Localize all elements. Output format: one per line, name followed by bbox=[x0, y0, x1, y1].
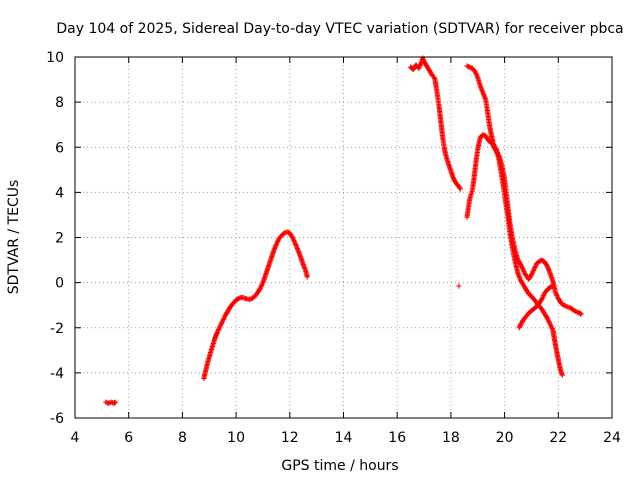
data-point bbox=[457, 186, 463, 192]
x-tick-label: 6 bbox=[124, 430, 133, 446]
y-tick-label: 4 bbox=[55, 185, 64, 201]
data-point bbox=[456, 283, 462, 289]
data-point bbox=[578, 311, 584, 317]
series-track-evening-d bbox=[516, 283, 556, 331]
y-tick-label: 6 bbox=[55, 140, 64, 156]
series-track-midday bbox=[201, 229, 310, 382]
data-point bbox=[493, 145, 499, 151]
grid bbox=[75, 57, 612, 418]
data-point bbox=[577, 311, 584, 317]
data-point bbox=[550, 283, 556, 289]
x-tick-label: 16 bbox=[388, 430, 406, 446]
y-axis-label: SDTVAR / TECUs bbox=[6, 180, 22, 295]
series-track-evening-c bbox=[464, 132, 565, 378]
x-axis-label: GPS time / hours bbox=[281, 458, 398, 474]
y-tick-label: -2 bbox=[50, 321, 64, 337]
series-track-evening-b bbox=[464, 63, 584, 317]
data-point bbox=[112, 400, 118, 406]
x-tick-label: 12 bbox=[281, 430, 299, 446]
data-point bbox=[431, 74, 437, 80]
data-point bbox=[304, 274, 310, 280]
y-tick-label: 10 bbox=[46, 50, 64, 66]
plot-frame bbox=[74, 56, 613, 419]
data-point bbox=[559, 372, 565, 378]
y-tick-label: -4 bbox=[50, 366, 64, 382]
series-track-evening-a bbox=[408, 55, 463, 192]
x-tick-label: 10 bbox=[227, 430, 245, 446]
series-outlier bbox=[456, 283, 462, 289]
x-tick-label: 8 bbox=[178, 430, 187, 446]
y-tick-label: 0 bbox=[55, 276, 64, 292]
x-tick-label: 4 bbox=[71, 430, 80, 446]
y-tick-label: 2 bbox=[55, 231, 64, 247]
y-tick-label: -6 bbox=[50, 411, 64, 427]
x-tick-label: 20 bbox=[496, 430, 514, 446]
series-track-early bbox=[103, 399, 118, 406]
data-points bbox=[103, 55, 584, 406]
y-tick-label: 8 bbox=[55, 95, 64, 111]
x-tick-label: 22 bbox=[549, 430, 567, 446]
data-point bbox=[112, 399, 118, 405]
x-tick-label: 18 bbox=[442, 430, 460, 446]
chart-title: Day 104 of 2025, Sidereal Day-to-day VTE… bbox=[56, 21, 623, 37]
data-point bbox=[457, 185, 463, 191]
x-tick-label: 24 bbox=[603, 430, 621, 446]
x-tick-label: 14 bbox=[335, 430, 353, 446]
